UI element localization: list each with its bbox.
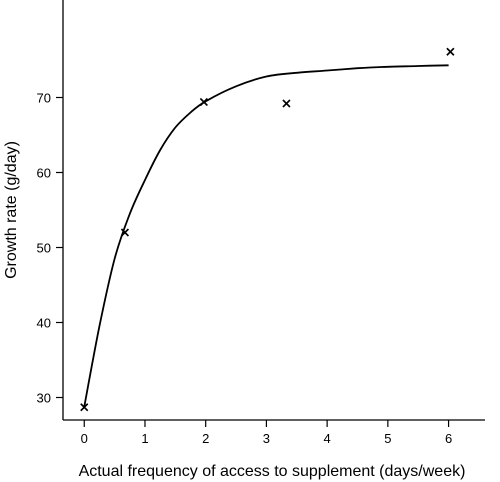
data-point <box>80 403 89 412</box>
data-point <box>282 99 291 108</box>
y-tick-label: 70 <box>37 91 51 106</box>
x-tick-label: 2 <box>202 431 209 446</box>
x-tick-label: 0 <box>81 431 88 446</box>
x-tick-label: 3 <box>263 431 270 446</box>
x-ticks: 0 1 2 3 4 5 6 <box>81 420 452 446</box>
x-tick-label: 6 <box>445 431 452 446</box>
axes <box>62 0 485 421</box>
y-ticks: 30 40 50 60 70 <box>37 91 63 406</box>
y-tick-label: 30 <box>37 391 51 406</box>
y-tick-label: 50 <box>37 241 51 256</box>
x-axis-label: Actual frequency of access to supplement… <box>79 463 466 480</box>
fitted-curve <box>83 64 449 407</box>
y-axis-label: Growth rate (g/day) <box>3 141 20 279</box>
y-tick-label: 60 <box>37 166 51 181</box>
x-tick-label: 5 <box>384 431 391 446</box>
data-points <box>80 47 455 412</box>
y-tick-label: 40 <box>37 316 51 331</box>
data-point <box>199 97 208 107</box>
x-tick-label: 4 <box>324 431 331 446</box>
x-tick-label: 1 <box>141 431 148 446</box>
data-point <box>120 228 129 237</box>
data-point <box>446 47 455 56</box>
